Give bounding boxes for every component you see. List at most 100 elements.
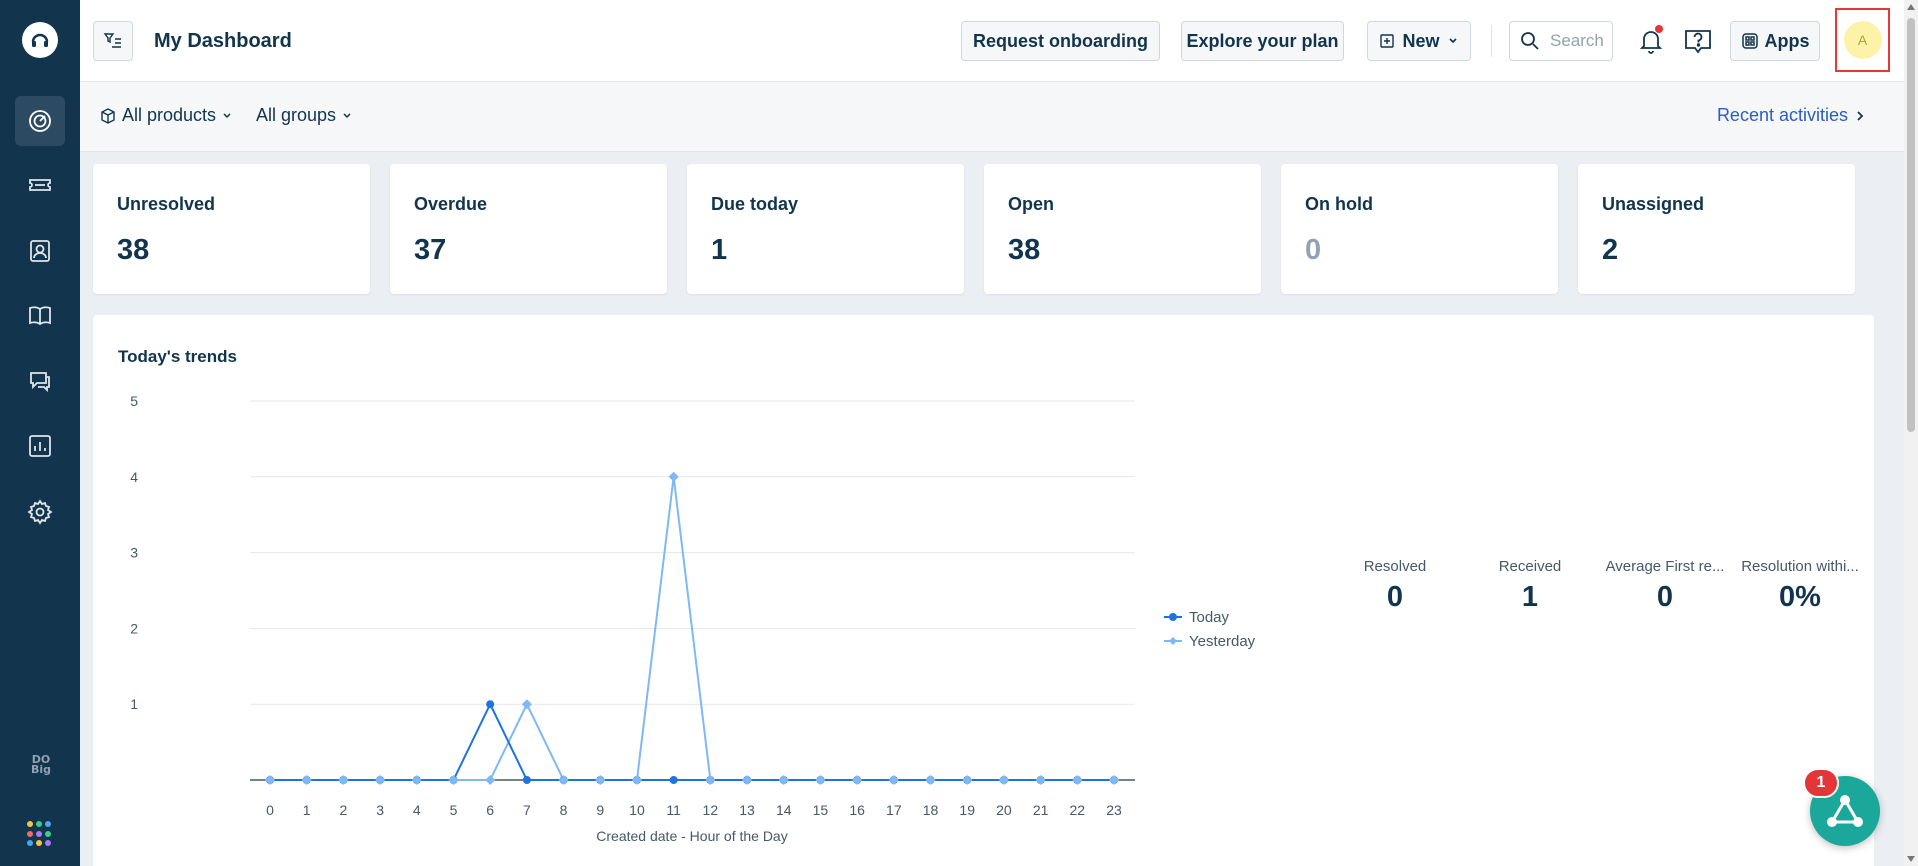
stat-label: Resolved (1363, 558, 1427, 575)
x-tick-label: 22 (1070, 802, 1086, 818)
page-title: My Dashboard (154, 30, 292, 52)
data-point-yesterday (631, 775, 642, 785)
contacts-icon[interactable] (15, 226, 65, 276)
legend-label: Yesterday (1189, 632, 1256, 650)
data-point-yesterday (815, 775, 826, 785)
avatar[interactable]: A (1843, 21, 1882, 59)
metric-card-unresolved[interactable]: Unresolved 38 (93, 164, 370, 294)
search-icon (1521, 32, 1539, 50)
data-point-yesterday (301, 775, 312, 785)
x-tick-label: 3 (376, 802, 384, 818)
recent-activities-link[interactable]: Recent activities (1717, 105, 1864, 126)
x-tick-label: 12 (703, 802, 719, 818)
freshdesk-logo[interactable] (22, 22, 58, 58)
x-tick-label: 8 (560, 802, 568, 818)
tickets-icon[interactable] (15, 160, 65, 210)
data-point-yesterday (338, 775, 349, 785)
x-tick-label: 16 (849, 802, 865, 818)
data-point-yesterday (742, 775, 753, 785)
y-tick-label: 1 (130, 696, 138, 712)
data-point-today (486, 700, 495, 709)
groups-filter[interactable]: All groups (256, 105, 352, 126)
avatar-highlight: A (1835, 8, 1890, 72)
x-tick-label: 18 (923, 802, 939, 818)
new-button[interactable]: New (1367, 21, 1471, 61)
groups-filter-label: All groups (256, 105, 337, 125)
cube-icon (101, 107, 115, 124)
trends-title: Today's trends (118, 347, 237, 366)
data-point-yesterday (558, 775, 569, 785)
x-tick-label: 0 (266, 802, 274, 818)
y-tick-label: 2 (130, 620, 138, 636)
notifications-button[interactable] (1631, 21, 1671, 61)
page-scrollbar[interactable] (1904, 0, 1918, 866)
apps-button[interactable]: Apps (1730, 21, 1820, 61)
metric-label: On hold (1305, 194, 1373, 214)
legend-item-today[interactable]: Today (1163, 605, 1255, 629)
request-onboarding-button[interactable]: Request onboarding (961, 21, 1160, 61)
widget-notification-badge: 1 (1803, 768, 1839, 798)
stat-value: 0% (1779, 581, 1821, 613)
search-field[interactable] (1509, 21, 1613, 61)
scrollbar-thumb[interactable] (1907, 18, 1915, 432)
y-tick-label: 5 (130, 393, 138, 409)
sidebar: DO Big (0, 0, 80, 866)
metric-card-due-today[interactable]: Due today 1 (687, 164, 964, 294)
chevron-down-icon (1448, 38, 1457, 44)
data-point-yesterday (888, 775, 899, 785)
x-tick-label: 4 (413, 802, 421, 818)
help-button[interactable] (1678, 21, 1718, 61)
brand-mark: DO Big (30, 753, 52, 776)
data-point-yesterday (668, 471, 679, 482)
stat-label: Average First re... (1605, 558, 1725, 575)
x-tick-label: 20 (996, 802, 1012, 818)
scroll-down-arrow[interactable] (1907, 856, 1915, 862)
x-axis-label: Created date - Hour of the Day (596, 828, 787, 844)
metric-label: Overdue (414, 194, 488, 214)
data-point-yesterday (411, 775, 422, 785)
help-icon (1685, 30, 1711, 54)
app-switcher-icon[interactable] (27, 821, 53, 847)
metric-value: 1 (711, 234, 728, 266)
x-tick-label: 1 (303, 802, 311, 818)
metric-card-on-hold[interactable]: On hold 0 (1281, 164, 1558, 294)
stat-label: Received (1498, 558, 1562, 575)
search-input[interactable] (1550, 31, 1606, 51)
explore-plan-button[interactable]: Explore your plan (1181, 21, 1344, 61)
x-tick-label: 13 (739, 802, 755, 818)
products-filter[interactable]: All products (100, 105, 232, 126)
data-point-yesterday (521, 699, 532, 710)
x-tick-label: 10 (629, 802, 645, 818)
filter-toggle-button[interactable] (93, 21, 133, 61)
conversations-icon[interactable] (15, 356, 65, 406)
network-icon (1827, 795, 1863, 827)
data-point-yesterday (1035, 775, 1046, 785)
new-button-label: New (1402, 30, 1440, 51)
data-point-yesterday (375, 775, 386, 785)
metric-card-open[interactable]: Open 38 (984, 164, 1261, 294)
metric-label: Open (1008, 194, 1055, 214)
data-point-yesterday (1072, 775, 1083, 785)
stat-resolution-within-sla: Resolution withi... 0% (1735, 558, 1865, 614)
settings-icon[interactable] (15, 487, 65, 537)
legend-item-yesterday[interactable]: Yesterday (1163, 629, 1255, 653)
recent-activities-label: Recent activities (1716, 105, 1848, 125)
legend-label: Today (1189, 608, 1230, 626)
reports-icon[interactable] (15, 421, 65, 471)
todays-trends-panel: Today's trends 1 2 3 4 5 0 1 2 3 4 5 6 7 8 9 10 11 12 13 14… (93, 315, 1874, 866)
metric-label: Unassigned (1602, 194, 1705, 214)
metric-card-overdue[interactable]: Overdue 37 (390, 164, 667, 294)
header-divider (1491, 25, 1492, 57)
data-point-yesterday (962, 775, 973, 785)
data-point-yesterday (998, 775, 1009, 785)
apps-icon (1741, 33, 1758, 49)
metric-card-unassigned[interactable]: Unassigned 2 (1578, 164, 1855, 294)
metric-value: 37 (414, 234, 447, 266)
scroll-up-arrow[interactable] (1907, 4, 1915, 10)
dashboard-icon[interactable] (15, 96, 65, 146)
knowledge-base-icon[interactable] (15, 291, 65, 341)
x-tick-label: 15 (813, 802, 829, 818)
notification-dot (1655, 25, 1663, 33)
stat-value: 0 (1656, 581, 1674, 613)
